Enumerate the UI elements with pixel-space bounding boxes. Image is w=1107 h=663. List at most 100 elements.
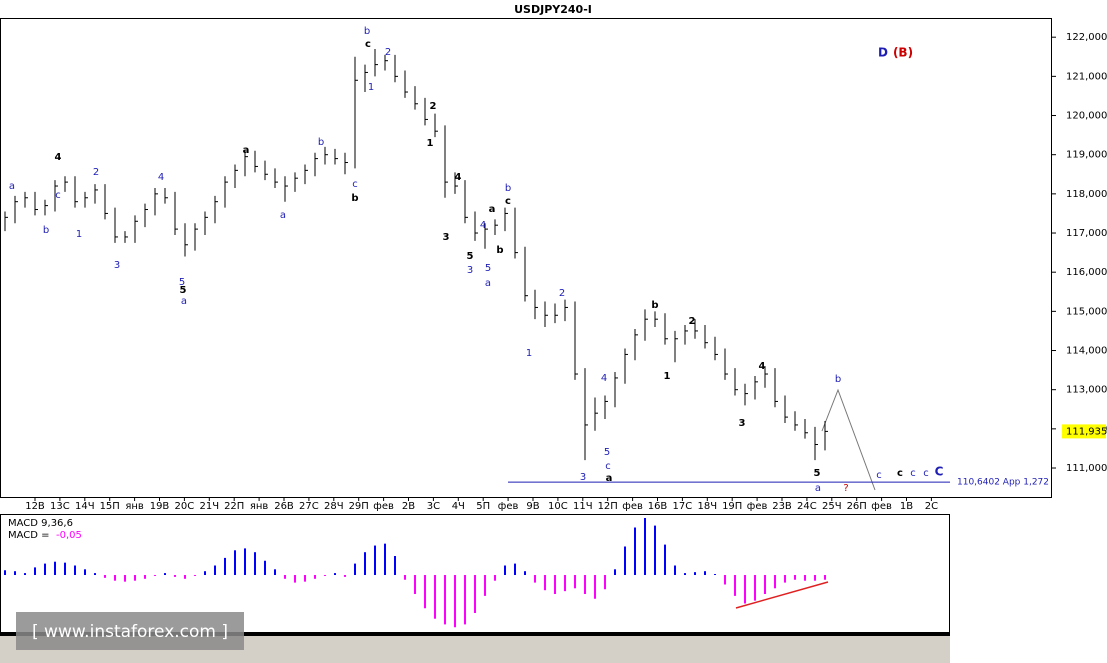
wave-label: b xyxy=(351,193,358,204)
y-tick-label: 113,000 xyxy=(1066,385,1107,396)
macd-caption: MACD = xyxy=(8,530,50,541)
wave-label: 3 xyxy=(467,265,473,276)
last-price-box xyxy=(1062,424,1106,439)
x-tick-label: 26П xyxy=(847,501,867,512)
macd-bar xyxy=(594,575,596,599)
macd-bar xyxy=(84,569,86,575)
wave-label: c xyxy=(897,468,903,479)
macd-bar xyxy=(474,575,476,613)
wave-label: 4 xyxy=(601,373,607,384)
x-tick-label: 18Ч xyxy=(698,501,718,512)
wave-label: ? xyxy=(843,483,848,494)
macd-bar xyxy=(574,575,576,589)
macd-bar xyxy=(24,573,26,575)
watermark: [ www.instaforex.com ] xyxy=(32,622,228,642)
y-tick-label: 121,000 xyxy=(1066,71,1107,82)
macd-bar xyxy=(514,563,516,575)
x-tick-label: 5П xyxy=(476,501,490,512)
macd-bar xyxy=(344,575,346,577)
wave-label: 2 xyxy=(430,101,437,112)
macd-bar xyxy=(674,565,676,575)
wave-label: 5 xyxy=(179,277,185,288)
wave-label: C xyxy=(935,465,944,479)
wave-label: 5 xyxy=(485,263,491,274)
x-tick-label: 11Ч xyxy=(573,501,593,512)
macd-bar xyxy=(224,557,226,575)
macd-bar xyxy=(794,575,796,580)
x-tick-label: фев xyxy=(498,501,519,512)
y-tick-label: 114,000 xyxy=(1066,346,1107,357)
macd-bar xyxy=(194,575,196,576)
macd-bar xyxy=(144,575,146,579)
wave-label: 4 xyxy=(455,172,462,183)
macd-bar xyxy=(454,575,456,628)
macd-bar xyxy=(204,571,206,575)
macd-bar xyxy=(264,560,266,575)
wave-label: b xyxy=(505,183,511,194)
wave-label: c xyxy=(876,470,882,481)
y-tick-label: 119,000 xyxy=(1066,150,1107,161)
wave-label: b xyxy=(318,137,324,148)
x-tick-label: 27С xyxy=(299,501,319,512)
macd-bar xyxy=(234,550,236,575)
macd-bar xyxy=(464,575,466,625)
x-tick-label: 2В xyxy=(402,501,415,512)
macd-bar xyxy=(94,573,96,575)
wave-label: 2 xyxy=(559,288,565,299)
macd-bar xyxy=(544,575,546,591)
macd-value: -0,05 xyxy=(56,530,82,541)
macd-bar xyxy=(584,575,586,594)
wave-label: a xyxy=(280,210,286,221)
x-tick-label: 9В xyxy=(526,501,539,512)
macd-bar xyxy=(824,575,826,580)
macd-bar xyxy=(64,562,66,575)
wave-label: 4 xyxy=(480,220,486,231)
chart-title: USDJPY240-I xyxy=(514,3,592,16)
y-tick-label: 118,000 xyxy=(1066,189,1107,200)
x-tick-label: 22П xyxy=(224,501,244,512)
wave-label: a xyxy=(815,483,821,494)
x-tick-label: 26В xyxy=(274,501,294,512)
macd-bar xyxy=(214,565,216,575)
level-label: 110,6402 App 1,272 xyxy=(957,478,1049,488)
wave-label: c xyxy=(923,468,929,479)
wave-label: 4 xyxy=(759,361,766,372)
wave-label: (B) xyxy=(893,46,913,60)
macd-bar xyxy=(44,563,46,575)
x-tick-label: фев xyxy=(622,501,643,512)
x-tick-label: 19П xyxy=(722,501,742,512)
wave-label: 4 xyxy=(158,172,164,183)
price-frame xyxy=(0,18,1052,498)
wave-label: a xyxy=(489,204,496,215)
x-tick-label: 21Ч xyxy=(200,501,220,512)
x-tick-label: 23В xyxy=(772,501,792,512)
macd-bar xyxy=(664,544,666,575)
macd-bar xyxy=(634,527,636,575)
wave-label: b xyxy=(364,26,370,37)
x-tick-label: янв xyxy=(125,501,144,512)
wave-label: a xyxy=(606,473,613,484)
macd-bar xyxy=(164,573,166,575)
y-tick-label: 117,000 xyxy=(1066,228,1107,239)
macd-title: MACD 9,36,6 xyxy=(8,518,73,529)
macd-bar xyxy=(254,552,256,575)
x-tick-label: 14Ч xyxy=(75,501,95,512)
wave-label: 1 xyxy=(76,229,82,240)
x-tick-label: фев xyxy=(373,501,394,512)
x-tick-label: 25Ч xyxy=(822,501,842,512)
wave-label: 1 xyxy=(664,371,671,382)
macd-bar xyxy=(354,563,356,575)
wave-label: c xyxy=(365,39,371,50)
x-tick-label: 13С xyxy=(50,501,70,512)
x-tick-label: 1В xyxy=(900,501,913,512)
macd-bar xyxy=(384,543,386,575)
wave-label: 2 xyxy=(93,167,99,178)
macd-bar xyxy=(374,545,376,575)
x-tick-label: 12П xyxy=(598,501,618,512)
macd-bar xyxy=(404,575,406,580)
macd-bar xyxy=(124,575,126,582)
macd-bar xyxy=(814,575,816,581)
wave-label: a xyxy=(485,278,491,289)
y-tick-label: 116,000 xyxy=(1066,267,1107,278)
